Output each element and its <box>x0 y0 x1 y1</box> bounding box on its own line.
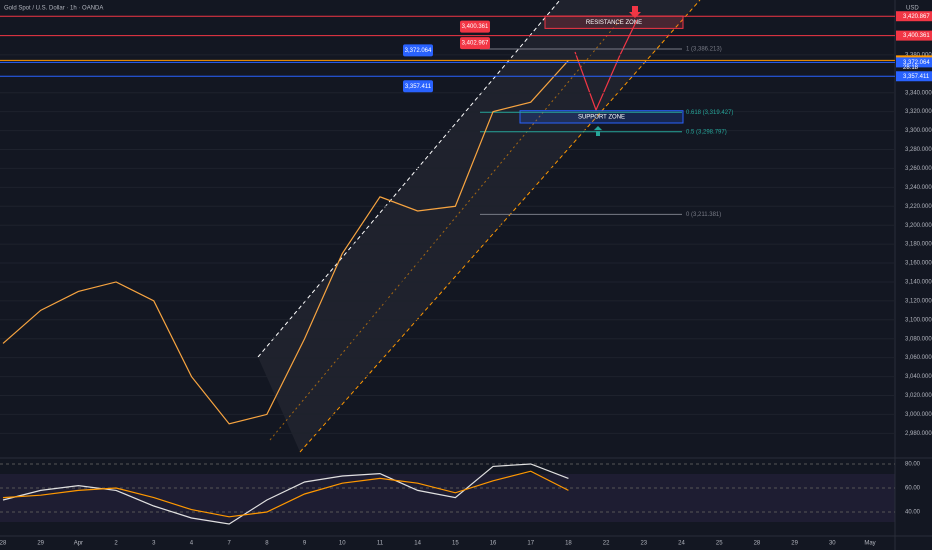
x-tick-label: 9 <box>303 541 307 547</box>
price-tag-label: 3,357.411 <box>903 74 930 80</box>
rsi-band <box>0 474 895 522</box>
x-tick-label: 15 <box>452 541 459 547</box>
x-tick-label: 30 <box>829 541 836 547</box>
y-tick-label: 3,180.000 <box>905 242 932 248</box>
x-tick-label: 25 <box>716 541 723 547</box>
y-tick-label: 3,140.000 <box>905 280 932 286</box>
zone-label: SUPPORT ZONE <box>578 114 625 120</box>
y-tick-label: 80.00 <box>905 462 921 468</box>
chart-tag <box>403 44 433 57</box>
fib-label: 0.618 (3,319.427) <box>686 110 733 116</box>
title: Gold Spot / U.S. Dollar · 1h · OANDA <box>4 6 103 12</box>
x-tick-label: 11 <box>377 541 384 547</box>
y-tick-label: 3,320.000 <box>905 109 932 115</box>
chart-tag <box>460 20 490 33</box>
y-tick-label: 3,240.000 <box>905 185 932 191</box>
chart-tag-label: 3,357.411 <box>405 84 432 90</box>
x-tick-label: Apr <box>74 541 83 547</box>
channel-top <box>257 0 561 358</box>
price-tag-label: 3,372.064 <box>903 60 930 66</box>
x-tick-label: 10 <box>339 541 346 547</box>
x-tick-label: 16 <box>490 541 497 547</box>
zone-label: RESISTANCE ZONE <box>586 20 642 26</box>
chart-tag-label: 3,400.361 <box>462 24 489 30</box>
y-tick-label: 3,280.000 <box>905 147 932 153</box>
x-tick-label: 28 <box>754 541 761 547</box>
channel-mid <box>269 19 621 441</box>
projection <box>574 19 638 112</box>
y-tick-label: 3,340.000 <box>905 90 932 96</box>
y-tick-label: 3,160.000 <box>905 261 932 267</box>
y-tick-label: 3,260.000 <box>905 166 932 172</box>
countdown: 28:18 <box>903 65 919 71</box>
x-tick-label: 14 <box>414 541 421 547</box>
y-tick-label: 3,200.000 <box>905 223 932 229</box>
fib-label: 0.5 (3,298.797) <box>686 129 727 135</box>
chart-tag-label: 3,402.967 <box>462 41 489 47</box>
fib-label: 0 (3,211.381) <box>686 212 721 218</box>
y-tick-label: 3,060.000 <box>905 355 932 361</box>
fib-label: 1 (3,386.213) <box>686 47 722 53</box>
price-tag-label: 3,400.361 <box>903 33 930 39</box>
y-tick-label: 3,300.000 <box>905 128 932 134</box>
x-tick-label: May <box>864 541 875 547</box>
x-tick-label: 8 <box>265 541 269 547</box>
chart-tag <box>403 80 433 93</box>
x-tick-label: 2 <box>114 541 118 547</box>
x-tick-label: 18 <box>565 541 572 547</box>
y-tick-label: 2,980.000 <box>905 431 932 437</box>
price-tag <box>896 71 932 82</box>
y-tick-label: 40.00 <box>905 510 921 516</box>
x-tick-label: 3 <box>152 541 156 547</box>
series-line <box>2 463 569 525</box>
chart-tag-label: 3,372.064 <box>405 48 432 54</box>
price-tag <box>896 11 932 22</box>
y-tick-label: 3,100.000 <box>905 317 932 323</box>
zone <box>519 110 684 124</box>
price-tag-label: 3,420.867 <box>903 14 930 20</box>
y-tick-label: 3,080.000 <box>905 336 932 342</box>
x-tick-label: 28 <box>0 541 7 547</box>
series-line <box>2 59 569 425</box>
y-tick-label: 3,020.000 <box>905 393 932 399</box>
chart-tag <box>460 37 490 50</box>
arrow-down <box>629 6 641 18</box>
price-tag <box>896 57 932 68</box>
x-tick-label: 7 <box>228 541 232 547</box>
x-tick-label: 29 <box>37 541 44 547</box>
y-tick-label: 3,040.000 <box>905 374 932 380</box>
x-tick-label: 24 <box>678 541 685 547</box>
price-tag <box>896 30 932 41</box>
x-tick-label: 23 <box>640 541 647 547</box>
series-line <box>2 470 569 518</box>
y-tick-label: 3,120.000 <box>905 298 932 304</box>
currency: USD <box>906 6 919 12</box>
x-tick-label: 4 <box>190 541 194 547</box>
x-tick-label: 22 <box>603 541 610 547</box>
y-tick-label: 3,000.000 <box>905 412 932 418</box>
y-tick-label: 3,220.000 <box>905 204 932 210</box>
y-tick-label: 60.00 <box>905 486 921 492</box>
x-tick-label: 29 <box>791 541 798 547</box>
x-tick-label: 17 <box>527 541 534 547</box>
